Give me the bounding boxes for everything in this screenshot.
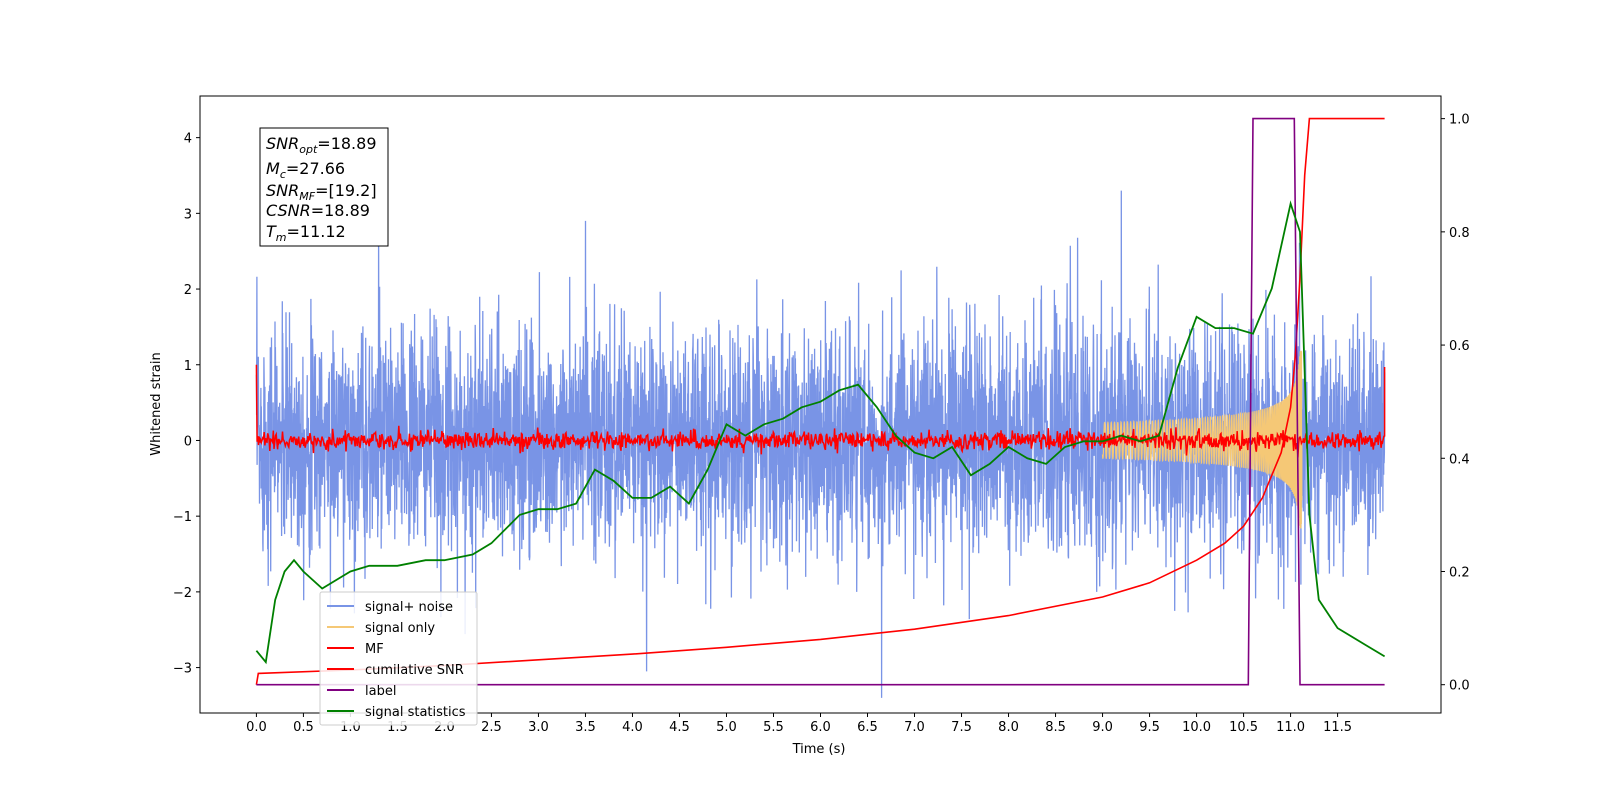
y-tick-label: 1: [184, 359, 192, 374]
x-tick-label: 3.0: [528, 720, 549, 735]
x-tick-label: 8.5: [1045, 720, 1066, 735]
y-axis-left: 4 3 2 1 0 −1 −2 −3: [173, 132, 200, 677]
y2-tick-label: 0.6: [1449, 339, 1470, 354]
x-tick-label: 4.5: [669, 720, 690, 735]
y-tick-label: 4: [184, 132, 192, 147]
x-tick-label: 10.5: [1229, 720, 1258, 735]
annotation-csnr: CSNR=18.89: [266, 201, 370, 220]
y2-tick-label: 0.2: [1449, 565, 1470, 580]
y-tick-label: 2: [184, 283, 192, 298]
y-axis-label: Whitened strain: [149, 352, 164, 455]
x-tick-label: 8.0: [998, 720, 1019, 735]
legend-label: signal+ noise: [365, 600, 453, 615]
y-tick-label: −1: [173, 510, 192, 525]
x-tick-label: 0.0: [246, 720, 267, 735]
y2-tick-label: 1.0: [1449, 113, 1470, 128]
annotation-snr-mf: SNRMF=[19.2]: [266, 181, 377, 203]
y2-tick-label: 0.0: [1449, 679, 1470, 694]
legend-label: signal only: [365, 621, 435, 636]
annotation-mc: Mc=27.66: [266, 159, 345, 181]
x-tick-label: 3.5: [575, 720, 596, 735]
x-tick-label: 6.0: [810, 720, 831, 735]
x-tick-label: 5.0: [716, 720, 737, 735]
x-tick-label: 9.0: [1092, 720, 1113, 735]
x-tick-label: 0.5: [293, 720, 314, 735]
legend-label: signal statistics: [365, 705, 466, 720]
y2-tick-label: 0.4: [1449, 452, 1470, 467]
annotation-tm: Tm=11.12: [266, 222, 346, 244]
legend-label: label: [365, 684, 396, 699]
plot-area: [255, 117, 1386, 698]
x-tick-label: 6.5: [857, 720, 878, 735]
series-signal-statistics: [255, 200, 1386, 665]
x-tick-label: 10.0: [1182, 720, 1211, 735]
annotation-box: SNRopt=18.89 Mc=27.66 SNRMF=[19.2] CSNR=…: [259, 127, 389, 247]
x-tick-label: 4.0: [622, 720, 643, 735]
series-label: [256, 117, 1385, 686]
annotation-snr-opt: SNRopt=18.89: [266, 134, 377, 156]
x-tick-label: 11.5: [1323, 720, 1352, 735]
x-tick-label: 11.0: [1276, 720, 1305, 735]
y-tick-label: 0: [184, 434, 192, 449]
x-tick-label: 7.0: [904, 720, 925, 735]
series-mf: [255, 364, 1386, 458]
legend-label: MF: [365, 642, 384, 657]
legend-label: cumilative SNR: [365, 663, 464, 678]
x-axis-label: Time (s): [792, 742, 846, 757]
y-tick-label: 3: [184, 207, 192, 222]
y-tick-label: −3: [173, 662, 192, 677]
series-signal-noise: [255, 190, 1386, 698]
x-tick-label: 9.5: [1139, 720, 1160, 735]
legend: signal+ noise signal only MF cumilative SNR…: [319, 591, 478, 726]
x-tick-label: 2.5: [481, 720, 502, 735]
x-tick-label: 7.5: [951, 720, 972, 735]
y-axis-right: 1.0 0.8 0.6 0.4 0.2 0.0: [1441, 113, 1470, 694]
y-tick-label: −2: [173, 586, 192, 601]
x-tick-label: 5.5: [763, 720, 784, 735]
y2-tick-label: 0.8: [1449, 226, 1470, 241]
